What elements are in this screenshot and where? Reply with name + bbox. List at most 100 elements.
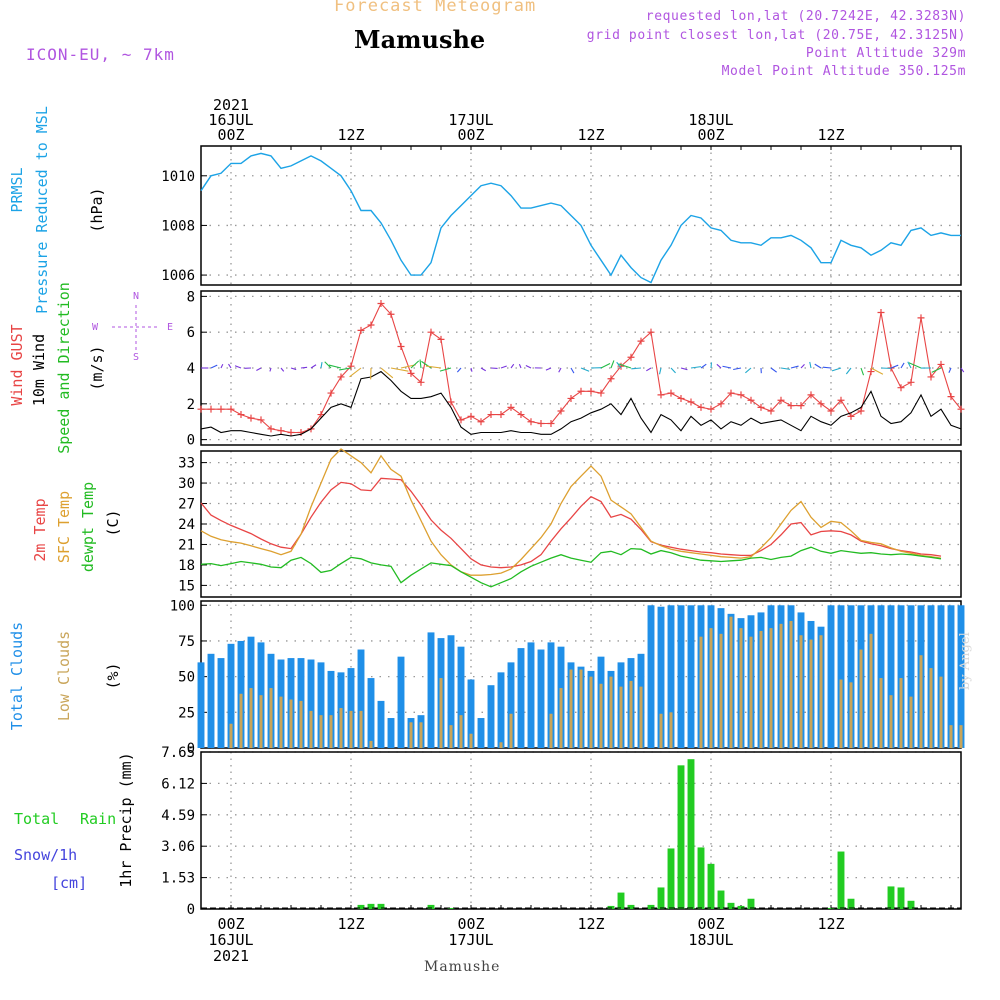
low-cloud-bar <box>459 715 463 748</box>
direction-arrow <box>948 367 952 373</box>
low-cloud-bar <box>809 639 813 748</box>
pressure-label-2: Pressure Reduced to MSL <box>33 106 51 314</box>
total-cloud-bar <box>897 605 905 748</box>
low-cloud-bar <box>279 696 283 748</box>
compass-s: S <box>133 352 139 363</box>
direction-arrow <box>610 360 615 369</box>
precip-bar <box>707 863 715 909</box>
low-cloud-bar <box>759 630 763 748</box>
total-cloud-bar <box>367 678 375 748</box>
gust-point <box>697 403 705 411</box>
gust-point <box>787 402 795 410</box>
direction-arrow <box>814 363 822 369</box>
precip-bar <box>657 887 665 909</box>
direction-arrow <box>700 363 707 369</box>
gust-point <box>457 416 465 424</box>
gust-point <box>897 384 905 392</box>
gust-point <box>847 412 855 420</box>
total-cloud-bar <box>947 605 955 748</box>
low-cloud-bar <box>939 676 943 748</box>
direction-arrow <box>745 367 752 374</box>
precip-bar <box>717 890 725 909</box>
panel-frame <box>200 450 962 598</box>
precip-bar <box>687 759 695 909</box>
time-label-top: 16JUL <box>208 111 253 129</box>
direction-arrow <box>900 362 905 369</box>
low-cloud-bar <box>769 628 773 748</box>
direction-arrow <box>809 361 812 369</box>
low-cloud-bar <box>589 676 593 748</box>
total-cloud-bar <box>317 662 325 748</box>
total-cloud-bar <box>387 718 395 748</box>
ytick-label: 0 <box>187 433 195 449</box>
temp-unit: (C) <box>104 509 122 536</box>
time-label-top: 00Z <box>217 126 244 144</box>
gust-point <box>907 378 915 386</box>
direction-arrow <box>618 363 632 369</box>
low-cloud-bar <box>359 710 363 748</box>
low-cloud-bar <box>629 680 633 748</box>
gust-point <box>577 387 585 395</box>
low-cloud-bar <box>789 620 793 748</box>
low-cloud-bar <box>849 682 853 748</box>
low-cloud-bar <box>299 700 303 748</box>
gust-point <box>197 405 205 413</box>
time-label-top: 2021 <box>213 96 249 114</box>
direction-arrow <box>822 366 832 369</box>
low-cloud-bar <box>419 722 423 748</box>
low-cloud-bar <box>319 715 323 748</box>
gust-point <box>537 420 545 428</box>
direction-arrow <box>510 363 515 369</box>
precip-bar <box>667 848 675 909</box>
ytick-label: 4.59 <box>161 808 195 824</box>
low-cloud-bar <box>409 722 413 748</box>
gust-point <box>837 396 845 404</box>
ytick-label: 24 <box>178 517 195 533</box>
total-cloud-bar <box>647 605 655 748</box>
gust-point <box>797 402 805 410</box>
ytick-label: 4 <box>187 361 195 377</box>
total-cloud-bar <box>427 632 435 748</box>
time-label-top: 18JUL <box>688 111 733 129</box>
time-label-top: 12Z <box>577 126 604 144</box>
total-cloud-bar <box>487 685 495 748</box>
direction-arrow <box>890 364 899 369</box>
total-cloud-bar <box>887 605 895 748</box>
low-cloud-bar <box>549 713 553 748</box>
location-title: Mamushe <box>354 25 486 54</box>
direction-arrow <box>290 367 297 371</box>
direction-arrow <box>339 367 352 371</box>
direction-arrow <box>234 365 242 369</box>
direction-arrow <box>419 359 422 369</box>
gust-point <box>477 418 485 426</box>
direction-arrow <box>324 361 332 369</box>
snow-unit-label: [cm] <box>51 874 87 892</box>
low-cloud-bar <box>839 679 843 748</box>
low-cloud-bar <box>749 636 753 748</box>
direction-arrow <box>690 366 702 369</box>
low-cloud-bar <box>509 713 513 748</box>
direction-arrow <box>220 363 224 369</box>
total-cloud-bar <box>357 649 365 748</box>
ytick-label: 0 <box>187 902 195 918</box>
precip-bar <box>907 900 915 909</box>
direction-arrow <box>570 367 575 374</box>
gust-point <box>677 394 685 402</box>
total-cloud-bar <box>447 635 455 748</box>
gust-point <box>487 411 495 419</box>
gust-point <box>587 387 595 395</box>
time-label-bottom: 17JUL <box>448 931 493 949</box>
total-cloud-bar <box>517 648 525 748</box>
gust-point <box>947 393 955 401</box>
gust-point <box>417 378 425 386</box>
gust-point <box>857 407 865 415</box>
low-cloud-bar <box>899 678 903 748</box>
total-cloud-bar <box>537 649 545 748</box>
gust-point <box>567 394 575 402</box>
time-label-bottom: 16JUL <box>208 931 253 949</box>
precip-bar <box>627 904 635 909</box>
direction-arrow <box>456 367 462 373</box>
direction-arrow <box>320 362 323 369</box>
direction-arrow <box>860 367 865 376</box>
direction-arrow <box>410 360 420 369</box>
